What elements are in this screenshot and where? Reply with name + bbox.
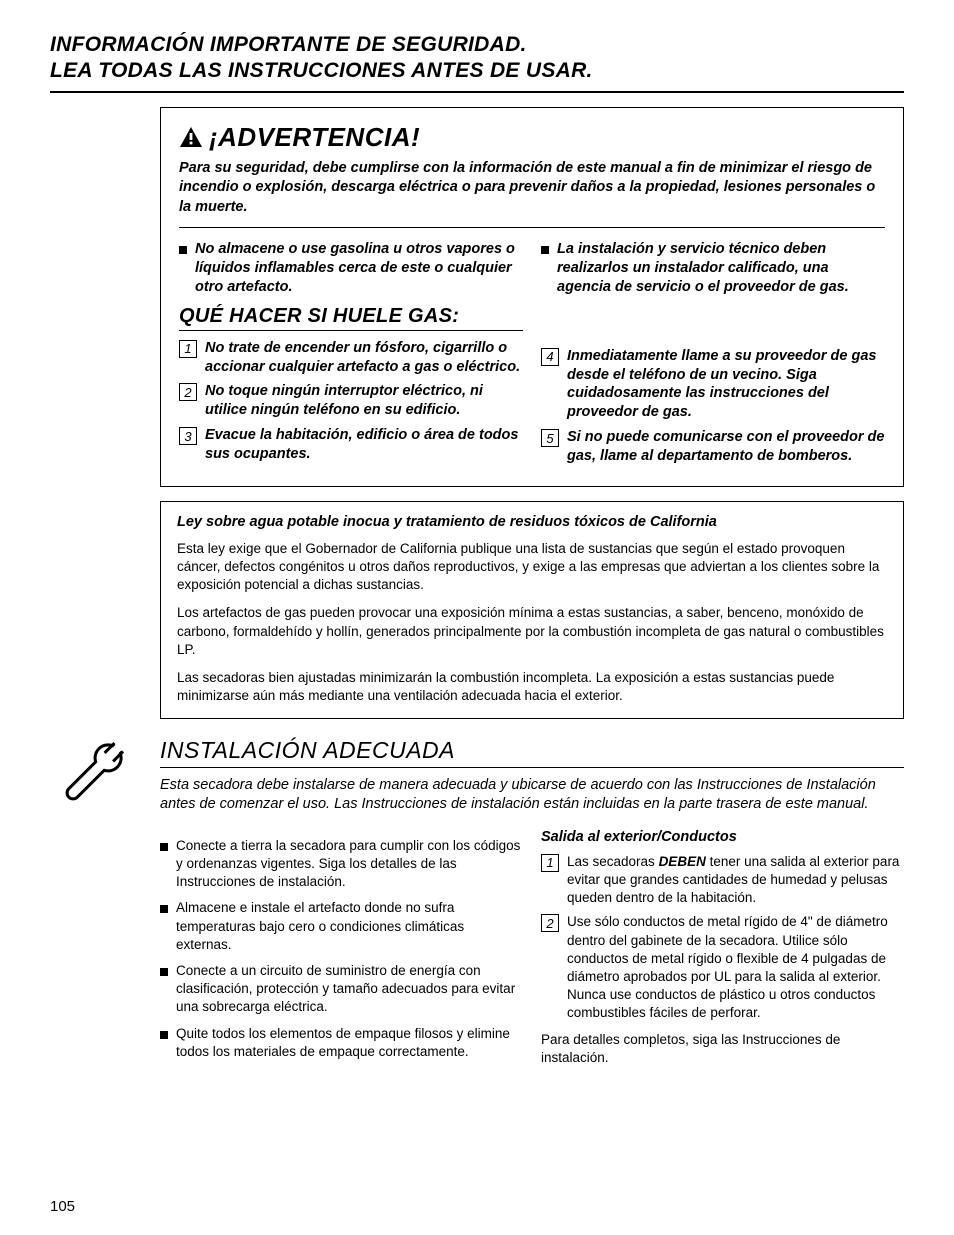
law-title: Ley sobre agua potable inocua y tratamie… <box>177 514 887 530</box>
warning-bullet-text: La instalación y servicio técnico deben … <box>557 240 885 297</box>
law-paragraph: Los artefactos de gas pueden provocar un… <box>177 604 887 659</box>
install-bullet: Conecte a un circuito de suministro de e… <box>160 962 523 1017</box>
step-number-box: 2 <box>541 914 559 932</box>
step-number-box: 1 <box>541 854 559 872</box>
header-line-2: LEA TODAS LAS INSTRUCCIONES ANTES DE USA… <box>50 59 593 82</box>
install-bullet-text: Conecte a un circuito de suministro de e… <box>176 962 523 1017</box>
step-number-box: 2 <box>179 383 197 401</box>
gas-step-text: No trate de encender un fósforo, cigarri… <box>205 339 523 377</box>
install-bullet: Conecte a tierra la secadora para cumpli… <box>160 837 523 892</box>
warning-bullet: La instalación y servicio técnico deben … <box>541 240 885 297</box>
square-bullet-icon <box>541 246 549 254</box>
main-content: ¡ADVERTENCIA! Para su seguridad, debe cu… <box>160 107 904 1070</box>
page-header: INFORMACIÓN IMPORTANTE DE SEGURIDAD. LEA… <box>50 32 904 93</box>
law-paragraph: Las secadoras bien ajustadas minimizarán… <box>177 669 887 705</box>
install-heading: INSTALACIÓN ADECUADA <box>160 737 904 768</box>
warning-bullet: No almacene o use gasolina u otros vapor… <box>179 240 523 297</box>
install-bullet-text: Conecte a tierra la secadora para cumpli… <box>176 837 523 892</box>
duct-step-text: Use sólo conductos de metal rígido de 4"… <box>567 913 904 1022</box>
page-number: 105 <box>50 1198 75 1215</box>
gas-step: 5 Si no puede comunicarse con el proveedo… <box>541 428 885 466</box>
square-bullet-icon <box>160 1031 168 1039</box>
square-bullet-icon <box>160 843 168 851</box>
square-bullet-icon <box>179 246 187 254</box>
installation-section: INSTALACIÓN ADECUADA Esta secadora debe … <box>160 737 904 1070</box>
gas-step-text: No toque ningún interruptor eléctrico, n… <box>205 382 523 420</box>
warning-intro: Para su seguridad, debe cumplirse con la… <box>179 159 885 218</box>
install-bullet: Almacene e instale el artefacto donde no… <box>160 899 523 954</box>
step-number-box: 5 <box>541 429 559 447</box>
step-number-box: 1 <box>179 340 197 358</box>
install-closing: Para detalles completos, siga las Instru… <box>541 1031 904 1067</box>
install-bullet-text: Quite todos los elementos de empaque fil… <box>176 1025 523 1061</box>
gas-step: 2 No toque ningún interruptor eléctrico, … <box>179 382 523 420</box>
warning-title-text: ¡ADVERTENCIA! <box>209 122 420 153</box>
duct-step: 1 Las secadoras DEBEN tener una salida al… <box>541 853 904 908</box>
gas-step: 4 Inmediatamente llame a su proveedor de … <box>541 347 885 422</box>
duct-step: 2 Use sólo conductos de metal rígido de 4… <box>541 913 904 1022</box>
install-intro: Esta secadora debe instalarse de manera … <box>160 776 904 815</box>
step-number-box: 4 <box>541 348 559 366</box>
square-bullet-icon <box>160 905 168 913</box>
warning-title: ¡ADVERTENCIA! <box>179 122 885 153</box>
law-paragraph: Esta ley exige que el Gobernador de Cali… <box>177 540 887 595</box>
gas-step-text: Evacue la habitación, edificio o área de… <box>205 426 523 464</box>
warning-triangle-icon <box>179 126 203 148</box>
california-law-box: Ley sobre agua potable inocua y tratamie… <box>160 501 904 719</box>
gas-heading: QUÉ HACER SI HUELE GAS: <box>179 305 523 331</box>
warning-box: ¡ADVERTENCIA! Para su seguridad, debe cu… <box>160 107 904 487</box>
install-bullet: Quite todos los elementos de empaque fil… <box>160 1025 523 1061</box>
ducting-subhead: Salida al exterior/Conductos <box>541 829 904 845</box>
header-line-1: INFORMACIÓN IMPORTANTE DE SEGURIDAD. <box>50 33 527 56</box>
square-bullet-icon <box>160 968 168 976</box>
gas-step: 3 Evacue la habitación, edificio o área d… <box>179 426 523 464</box>
wrench-icon <box>55 733 133 816</box>
duct-step-text: Las secadoras DEBEN tener una salida al … <box>567 853 904 908</box>
gas-step: 1 No trate de encender un fósforo, cigarr… <box>179 339 523 377</box>
gas-step-text: Inmediatamente llame a su proveedor de g… <box>567 347 885 422</box>
install-bullet-text: Almacene e instale el artefacto donde no… <box>176 899 523 954</box>
gas-step-text: Si no puede comunicarse con el proveedor… <box>567 428 885 466</box>
warning-bullet-text: No almacene o use gasolina u otros vapor… <box>195 240 523 297</box>
step-number-box: 3 <box>179 427 197 445</box>
